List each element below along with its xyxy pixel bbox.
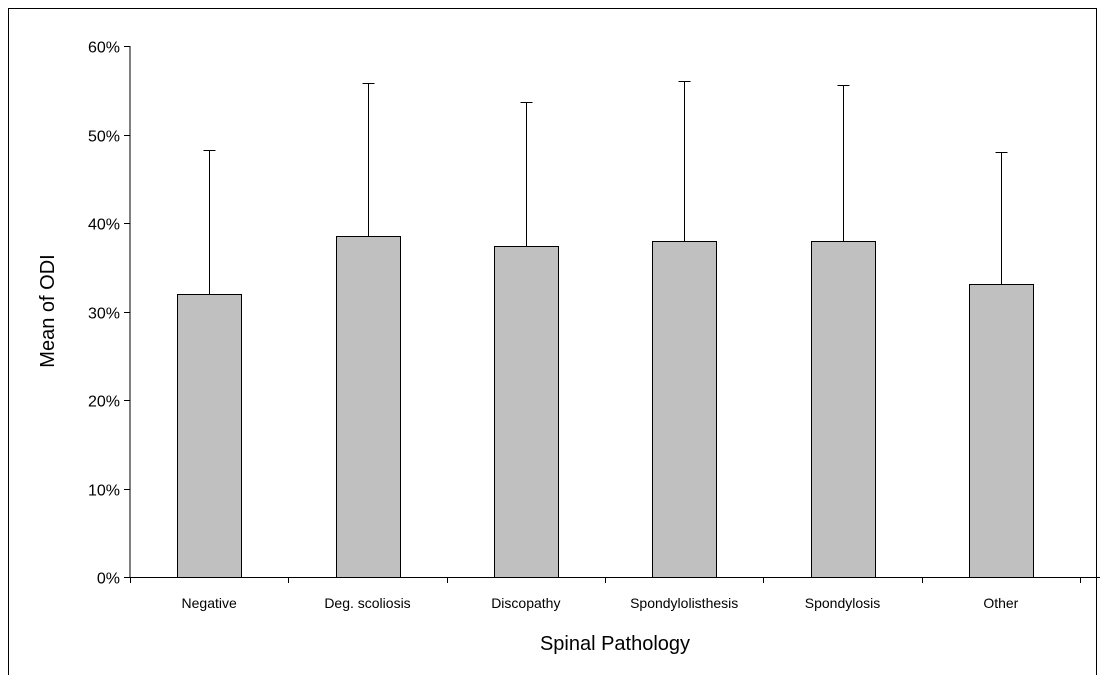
y-tick-label: 60% bbox=[88, 40, 120, 57]
y-tick-label: 40% bbox=[88, 217, 120, 234]
bar bbox=[811, 241, 876, 578]
x-tick-label: Spondylolisthesis bbox=[630, 595, 738, 611]
chart-frame bbox=[8, 8, 1097, 675]
x-axis-title: Spinal Pathology bbox=[540, 633, 690, 655]
x-tick-label: Deg. scoliosis bbox=[324, 595, 410, 611]
bars bbox=[177, 236, 1034, 578]
x-tick-label: Spondylosis bbox=[805, 595, 881, 611]
bar bbox=[336, 236, 401, 578]
bar bbox=[494, 246, 559, 578]
y-tick-label: 30% bbox=[88, 306, 120, 323]
x-tick-label: Negative bbox=[182, 595, 237, 611]
bar bbox=[177, 294, 242, 578]
y-tick-label: 0% bbox=[97, 571, 120, 588]
y-tick-label: 20% bbox=[88, 394, 120, 411]
y-tick-label: 50% bbox=[88, 129, 120, 146]
error-bars bbox=[203, 81, 1008, 294]
bar bbox=[969, 284, 1034, 578]
y-tick-label: 10% bbox=[88, 483, 120, 500]
y-axis: 0% 10% 20% 30% 40% 50% 60% bbox=[88, 40, 131, 588]
y-axis-title: Mean of ODI bbox=[37, 254, 59, 367]
x-tick-label: Other bbox=[983, 595, 1018, 611]
bar bbox=[652, 241, 717, 578]
x-axis: Negative Deg. scoliosis Discopathy Spondylo… bbox=[130, 577, 1100, 611]
x-tick-label: Discopathy bbox=[491, 595, 560, 611]
